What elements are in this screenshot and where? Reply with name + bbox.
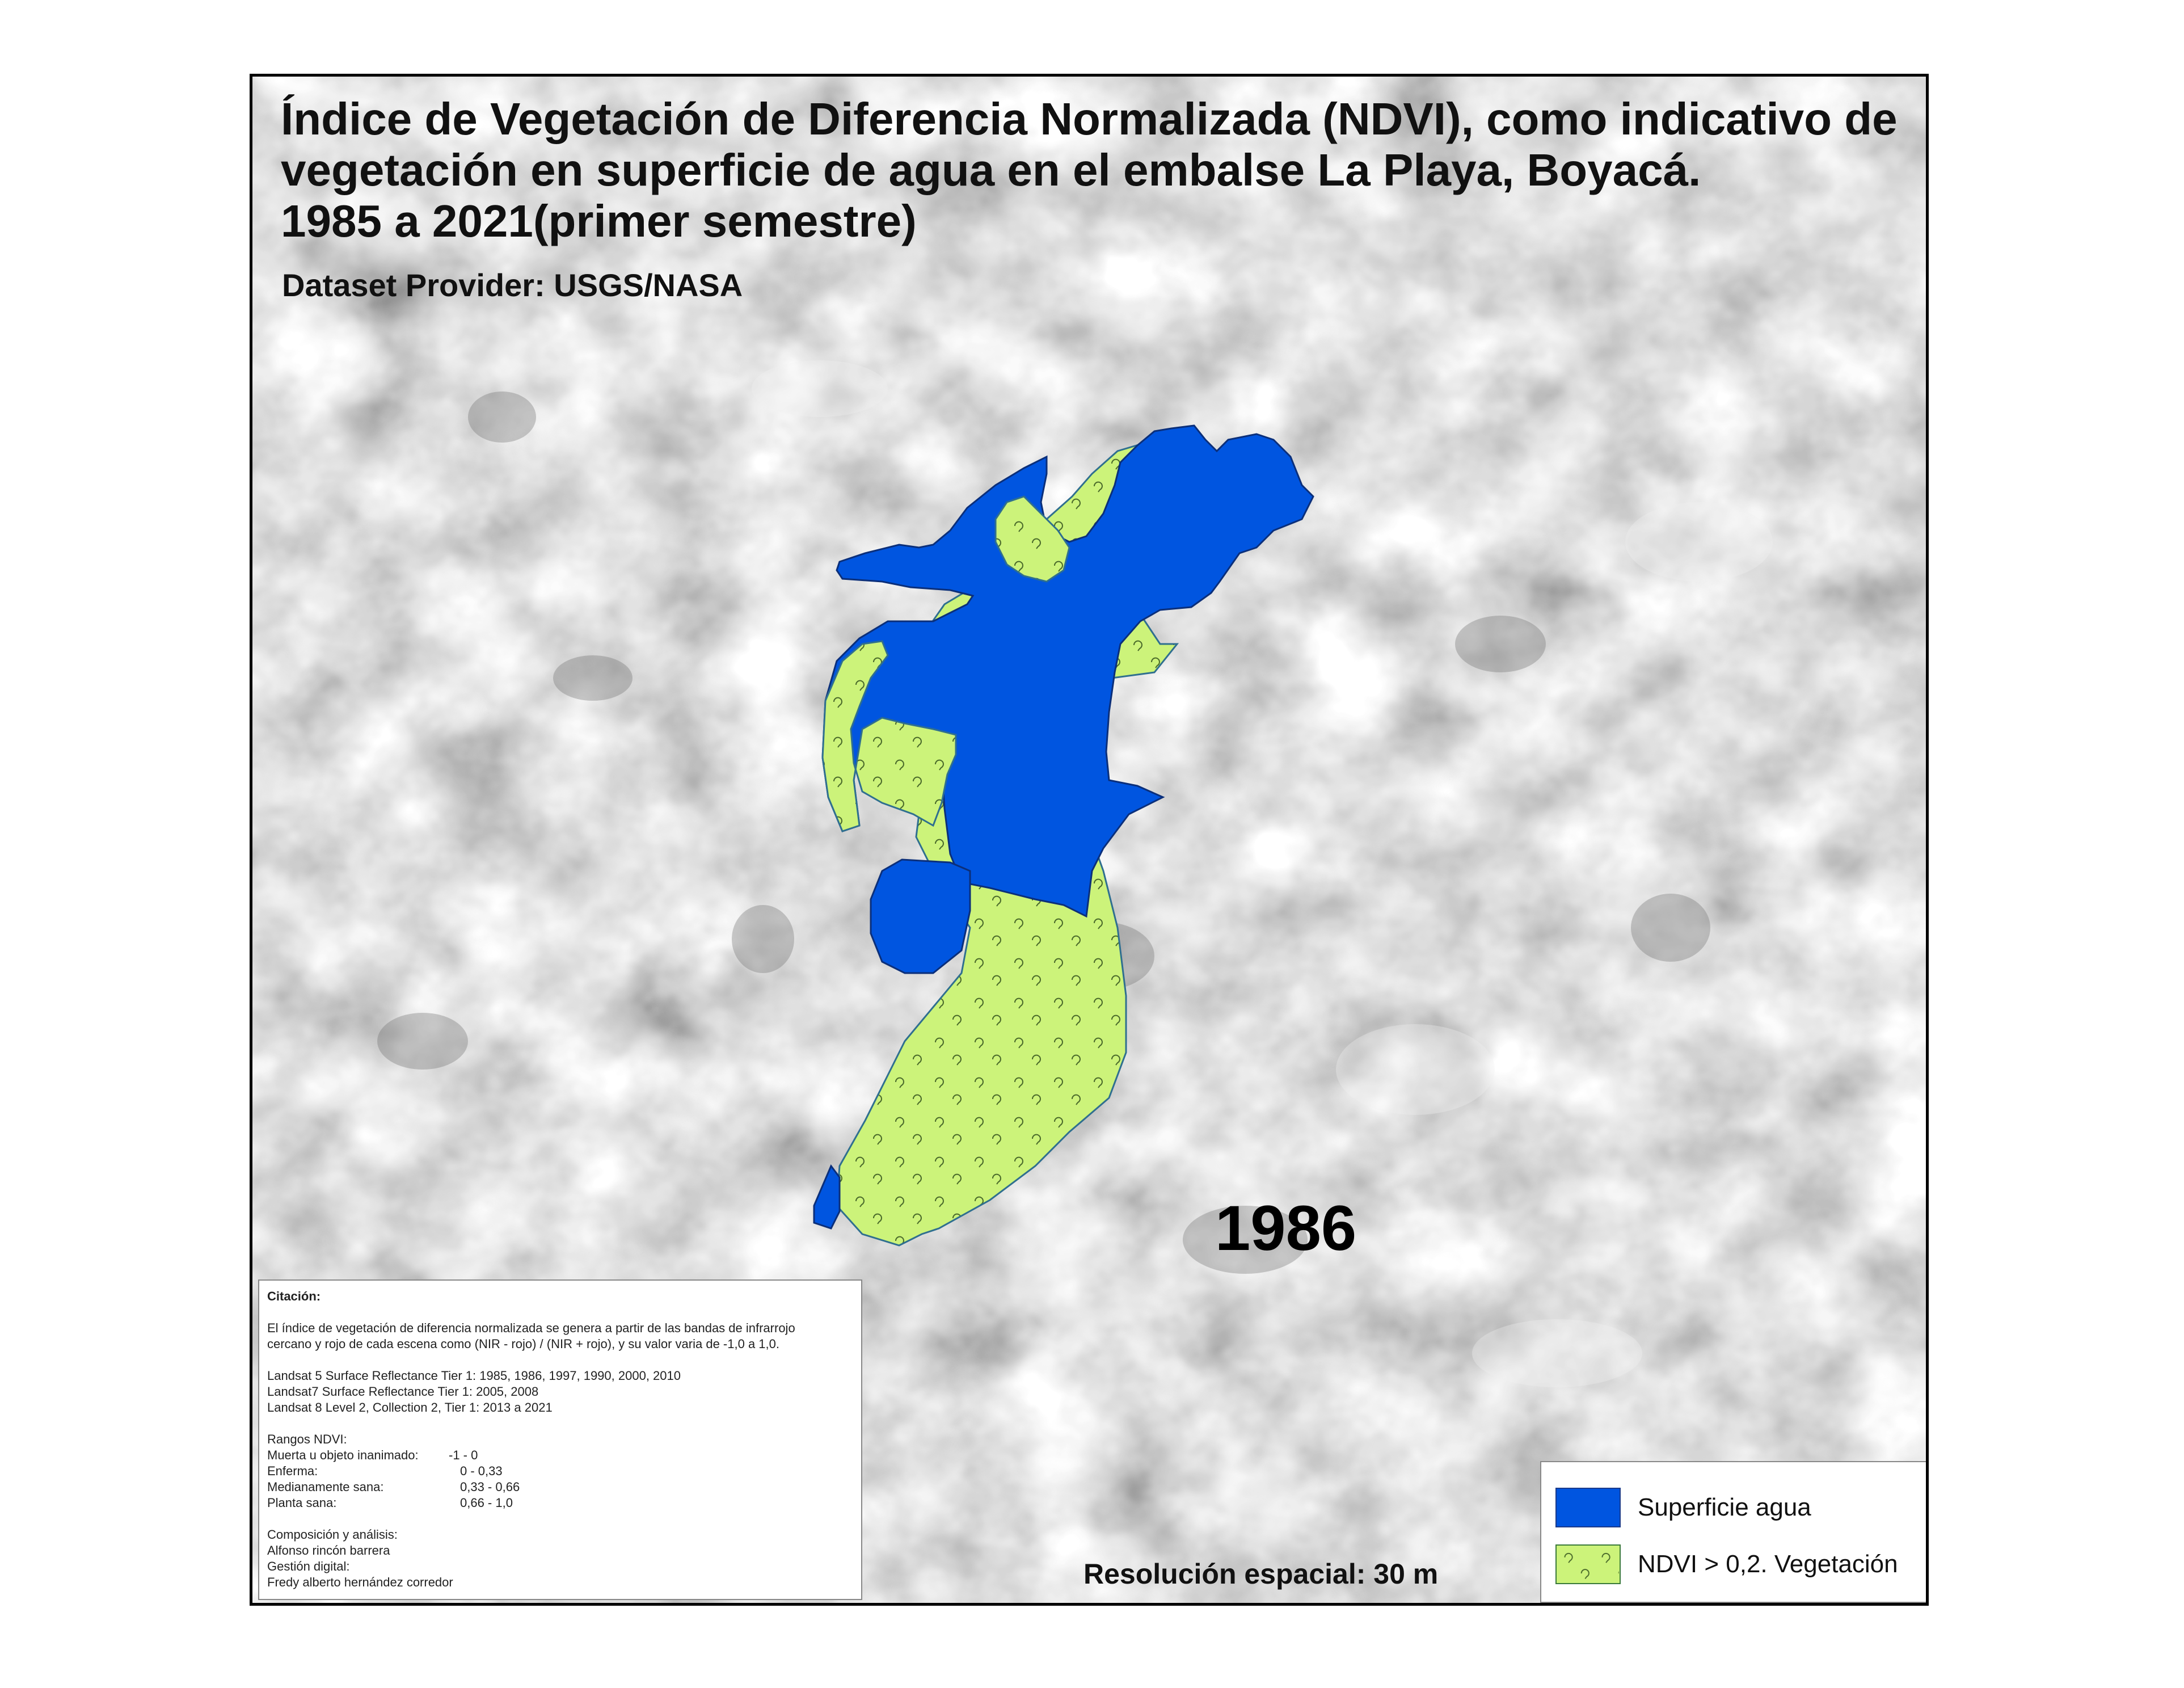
vegetation-patch	[994, 495, 1070, 583]
legend-item-water: Superficie agua	[1555, 1488, 1811, 1527]
legend-item-vegetation: NDVI > 0,2. Vegetación	[1555, 1544, 1898, 1584]
reservoir-map	[813, 424, 1314, 1247]
range-label: Enferma:	[267, 1464, 318, 1478]
citation-description-1: El índice de vegetación de diferencia no…	[267, 1321, 795, 1335]
citation-box: Citación: El índice de vegetación de dif…	[258, 1279, 862, 1600]
composition-name: Alfonso rincón barrera	[267, 1543, 390, 1557]
digital-heading: Gestión digital:	[267, 1559, 350, 1573]
citation-source: Landsat 5 Surface Reflectance Tier 1: 19…	[267, 1369, 681, 1383]
title-line-1: Índice de Vegetación de Diferencia Norma…	[281, 94, 1898, 144]
title-line-2: vegetación en superficie de agua en el e…	[281, 145, 1701, 195]
title-line-3: 1985 a 2021(primer semestre)	[281, 196, 917, 246]
range-label: Planta sana:	[267, 1496, 337, 1510]
citation-source: Landsat 8 Level 2, Collection 2, Tier 1:…	[267, 1400, 553, 1415]
ranges-heading: Rangos NDVI:	[267, 1432, 347, 1446]
legend-label-vegetation: NDVI > 0,2. Vegetación	[1638, 1550, 1898, 1578]
citation-description-2: cercano y rojo de cada escena como (NIR …	[267, 1337, 779, 1351]
water-tip	[813, 1164, 841, 1230]
citation-source: Landsat7 Surface Reflectance Tier 1: 200…	[267, 1384, 539, 1399]
range-row: Enferma: 0 - 0,33	[267, 1463, 853, 1479]
spatial-resolution: Resolución espacial: 30 m	[1083, 1558, 1439, 1590]
composition-heading: Composición y análisis:	[267, 1527, 398, 1542]
range-value: -1 - 0	[449, 1448, 478, 1462]
range-label: Muerta u objeto inanimado:	[267, 1448, 419, 1462]
vegetation-patch	[821, 640, 957, 832]
range-value: 0,66 - 1,0	[460, 1496, 513, 1510]
range-label: Medianamente sana:	[267, 1480, 384, 1494]
range-row: Medianamente sana: 0,33 - 0,66	[267, 1479, 853, 1495]
vegetation-swatch	[1555, 1544, 1621, 1584]
legend: Superficie agua NDVI > 0,2. Vegetación	[1540, 1461, 1926, 1603]
range-row: Muerta u objeto inanimado: -1 - 0	[267, 1447, 853, 1463]
range-value: 0,33 - 0,66	[460, 1480, 520, 1494]
year-label: 1986	[1215, 1193, 1357, 1264]
water-swatch	[1555, 1488, 1621, 1527]
range-value: 0 - 0,33	[460, 1464, 503, 1478]
map-frame: Índice de Vegetación de Diferencia Norma…	[250, 74, 1929, 1606]
dataset-provider: Dataset Provider: USGS/NASA	[282, 267, 743, 303]
water-pool	[870, 858, 971, 974]
range-row: Planta sana: 0,66 - 1,0	[267, 1495, 853, 1511]
digital-name: Fredy alberto hernández corredor	[267, 1575, 453, 1589]
legend-label-water: Superficie agua	[1638, 1493, 1811, 1521]
citation-heading: Citación:	[267, 1289, 321, 1303]
